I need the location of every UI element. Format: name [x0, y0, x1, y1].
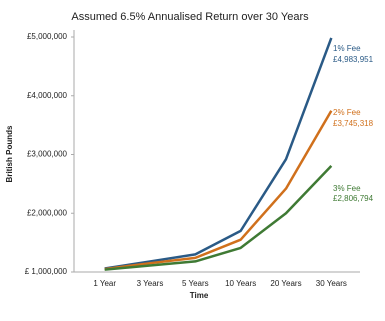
series-line: [104, 37, 333, 270]
series-label: 3% Fee: [333, 184, 361, 193]
y-tick-label: £ 1,000,000: [25, 267, 68, 276]
value-label: £3,745,318: [333, 119, 374, 128]
y-tick-label: £3,000,000: [27, 150, 68, 159]
x-axis-title: Time: [190, 291, 209, 300]
value-label: £4,983,951: [333, 55, 374, 64]
x-tick-label: 30 Years: [316, 279, 347, 288]
x-tick-label: 1 Year: [93, 279, 116, 288]
y-tick-label: £4,000,000: [27, 91, 68, 100]
chart-title: Assumed 6.5% Annualised Return over 30 Y…: [71, 11, 309, 23]
y-tick-label: £2,000,000: [27, 208, 68, 217]
value-label: £2,806,794: [333, 194, 374, 203]
series-line: [104, 110, 333, 271]
series-line: [104, 164, 333, 271]
series-label: 2% Fee: [333, 108, 361, 117]
x-tick-label: 5 Years: [182, 279, 209, 288]
x-tick-label: 3 Years: [137, 279, 164, 288]
y-axis-title: British Pounds: [5, 125, 14, 182]
y-tick-label: £5,000,000: [27, 32, 68, 41]
x-tick-label: 20 Years: [270, 279, 301, 288]
x-tick-label: 10 Years: [225, 279, 256, 288]
series-label: 1% Fee: [333, 44, 361, 53]
